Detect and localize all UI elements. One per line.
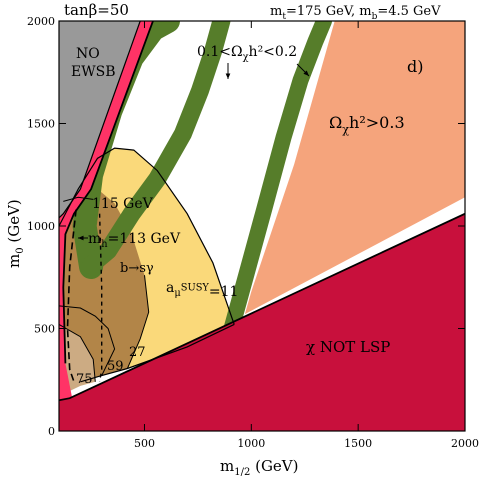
plot-contours [59,21,465,402]
label-g2-11: aμSUSY=11 [166,280,238,300]
y-tick-label: 2000 [27,15,55,28]
contour-g2-59 [59,305,116,376]
x-tick-label: 1000 [237,437,265,450]
boundary-stau-strip [62,21,154,364]
label-relic-band: 0.1<Ωχh²<0.2 [197,44,297,63]
y-tick-label: 0 [48,425,55,438]
label-no-ewsb-1: NO [76,46,100,62]
x-tick-label: 500 [134,437,155,450]
region-chi-not-lsp [59,213,465,431]
x-axis-label: m1/2 (GeV) [220,457,299,478]
arrow-mh-113-head [78,235,84,241]
region-relic-high-orange [244,21,465,315]
x-tick-label: 1500 [344,437,372,450]
y-tick-label: 500 [34,323,55,336]
y-tick-label: 1000 [27,220,55,233]
chart-title-tanbeta: tanβ=50 [64,1,129,19]
relic-band-inner [82,21,231,274]
contour-g2-75 [59,323,96,382]
region-labels: NO EWSB 0.1<Ωχh²<0.2 d) Ωχh²>0.3 115 GeV mh=11… [71,44,423,387]
label-no-ewsb-2: EWSB [71,64,116,80]
plot-regions [59,21,465,431]
region-no-ewsb [59,21,141,218]
contour-mh-115 [63,196,94,202]
label-g2-75: 75 [76,372,93,387]
label-bsgamma: b→sγ [120,261,154,276]
label-panel-d: d) [407,57,423,76]
contour-g2-27 [126,275,150,369]
relic-band-right [224,21,332,335]
label-relic-high: Ωχh²>0.3 [329,113,405,136]
x-tick-label: 2000 [451,437,479,450]
label-g2-27: 27 [129,345,146,360]
axis-ticks: 500 1000 1500 2000 0 500 1000 1500 2000 [27,15,479,450]
contour-mh-113 [66,209,77,383]
label-chi-not-lsp: χ NOT LSP [306,338,390,356]
label-g2-59: 59 [107,359,124,374]
contour-g2-eleven [59,147,235,325]
boundary-chi-not-lsp [59,212,465,402]
chart-title-masses: mt=175 GeV, mb=4.5 GeV [270,4,441,22]
arrow-relic-right-head [303,70,309,76]
y-axis-label: m0 (GeV) [5,199,26,268]
arrow-relic-left-head [225,73,231,79]
contour-bsgamma-dashed [98,213,103,382]
label-mh-115: 115 GeV [92,196,154,212]
label-mh-113: mh=113 GeV [88,231,181,250]
y-tick-label: 1500 [27,118,55,131]
